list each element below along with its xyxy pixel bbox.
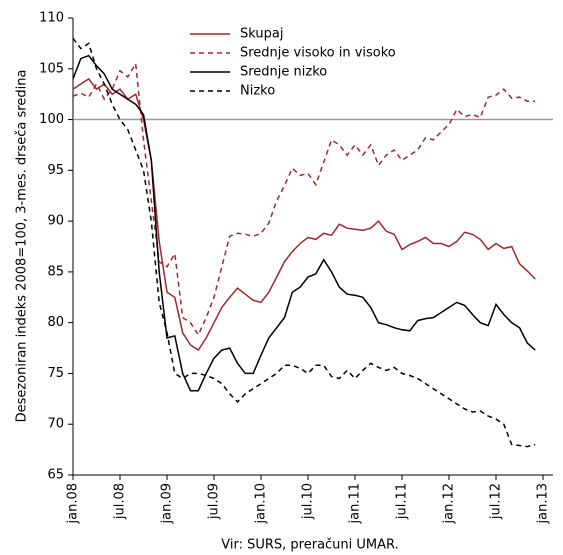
x-tick-label: jan.10 <box>254 483 269 525</box>
legend-label: Srednje nizko <box>240 65 327 80</box>
y-axis-label: Desezoniran indeks 2008=100, 3-mes. drse… <box>15 70 30 423</box>
legend-label: Srednje visoko in visoko <box>240 46 396 61</box>
y-tick-label: 100 <box>39 112 64 127</box>
x-tick-label: jan.12 <box>442 483 457 525</box>
series-line <box>72 37 536 448</box>
y-tick-label: 90 <box>47 214 64 229</box>
y-tick-label: 75 <box>47 366 64 381</box>
y-tick-label: 70 <box>47 417 64 432</box>
y-tick-label: 65 <box>47 468 64 483</box>
y-tick-label: 80 <box>47 315 64 330</box>
y-tick-label: 105 <box>39 61 64 76</box>
legend-label: Skupaj <box>240 27 283 42</box>
x-tick-label: jan.08 <box>66 483 81 525</box>
series-line <box>72 54 536 392</box>
x-tick-label: jul.12 <box>489 483 504 520</box>
x-tick-label: jul.10 <box>301 483 316 520</box>
series-line <box>72 61 536 337</box>
y-tick-label: 95 <box>47 163 64 178</box>
x-tick-label: jul.09 <box>207 483 222 520</box>
source: Vir: SURS, preračuni UMAR. <box>221 538 398 553</box>
y-tick-label: 85 <box>47 264 64 279</box>
x-tick-label: jan.11 <box>348 483 363 525</box>
legend-label: Nizko <box>240 84 275 99</box>
x-tick-label: jan.13 <box>536 483 551 525</box>
x-tick-label: jul.11 <box>395 483 410 520</box>
x-tick-label: jul.08 <box>113 483 128 520</box>
y-tick-label: 110 <box>39 11 64 26</box>
x-tick-label: jan.09 <box>160 483 175 525</box>
